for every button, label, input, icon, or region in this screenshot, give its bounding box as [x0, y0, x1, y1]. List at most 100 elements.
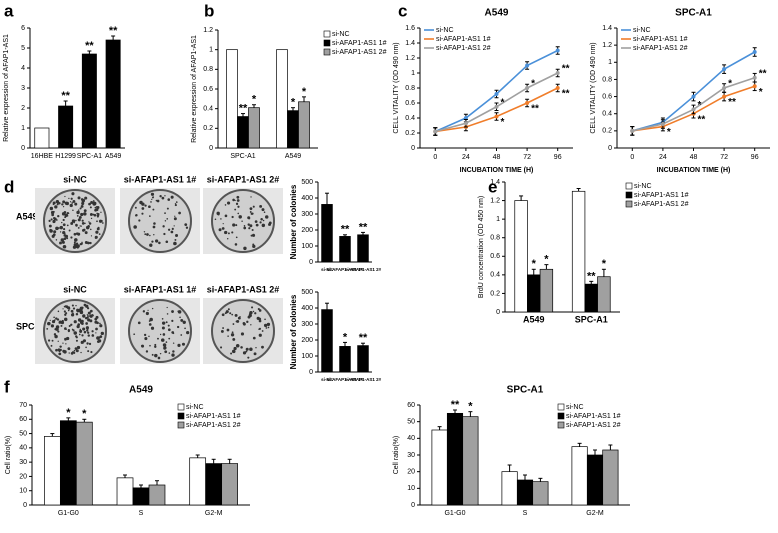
bar: [431, 429, 448, 506]
y-tick-label: 0.2: [602, 128, 612, 135]
y-tick-label: 0: [411, 502, 415, 509]
colony: [162, 333, 166, 336]
marker: [752, 50, 757, 54]
y-tick-label: 1: [496, 216, 500, 223]
colony: [241, 220, 243, 222]
colony: [96, 212, 98, 215]
y-tick-label: 0.6: [490, 253, 500, 260]
colony: [74, 238, 78, 242]
colony: [165, 240, 169, 244]
colony: [54, 334, 58, 339]
colony: [88, 342, 92, 346]
significance: *: [252, 94, 257, 106]
x-tick-label: 96: [554, 154, 562, 161]
bar: [539, 268, 554, 313]
colony: [248, 313, 252, 318]
colony: [155, 239, 159, 243]
marker: [722, 86, 727, 90]
legend-swatch: [557, 421, 565, 429]
colony: [152, 196, 155, 198]
colony: [144, 204, 147, 207]
significance: *: [728, 79, 732, 90]
x-tick-label: SPC-A1: [77, 153, 102, 160]
colony: [84, 231, 88, 235]
colony: [53, 216, 56, 220]
bar: [462, 416, 479, 506]
colony: [214, 218, 217, 221]
colony: [232, 337, 236, 341]
colony-plate: [211, 299, 275, 363]
x-tick-label: si-NC: [321, 267, 334, 272]
colony: [149, 215, 151, 217]
colony: [71, 304, 74, 307]
y-tick-label: 0.8: [203, 66, 213, 73]
colony: [51, 339, 54, 342]
marker: [494, 114, 499, 119]
colony: [226, 201, 231, 205]
colony: [138, 219, 141, 222]
significance: *: [302, 86, 307, 98]
colony: [67, 347, 71, 351]
column-label: si-NC: [63, 174, 87, 184]
colony: [247, 223, 250, 226]
colony: [60, 324, 63, 327]
y-tick-label: 0.2: [490, 290, 500, 297]
colony: [237, 316, 241, 320]
colony: [75, 219, 77, 222]
colony: [255, 347, 257, 349]
colony: [237, 205, 240, 208]
colony: [86, 241, 90, 245]
y-tick-label: 4: [21, 65, 25, 72]
colony: [87, 307, 90, 310]
bar: [321, 309, 333, 373]
legend-swatch: [625, 200, 633, 208]
panel-label: e: [488, 177, 497, 196]
legend-label: si-NC: [566, 404, 584, 411]
colony: [258, 333, 262, 337]
bar: [59, 420, 77, 506]
colony: [64, 233, 66, 235]
colony: [252, 233, 256, 237]
colony: [144, 233, 147, 236]
colony: [135, 214, 137, 217]
marker: [691, 107, 696, 112]
colony: [58, 227, 60, 229]
colony: [94, 235, 98, 239]
legend-swatch: [177, 412, 185, 420]
colony: [246, 320, 249, 323]
colony: [258, 317, 262, 321]
colony: [230, 333, 235, 337]
colony: [165, 321, 168, 324]
y-tick-label: 0.8: [405, 85, 415, 92]
colony: [166, 306, 168, 309]
y-tick-label: 1.2: [602, 42, 612, 49]
y-tick-label: 300: [301, 321, 313, 328]
colony: [184, 327, 186, 330]
colony: [55, 317, 58, 320]
x-tick-label: 72: [720, 154, 728, 161]
colony: [176, 325, 180, 329]
colony: [245, 347, 249, 351]
colony: [79, 330, 83, 333]
colony: [181, 342, 186, 346]
y-tick-label: 1: [21, 125, 25, 132]
colony: [254, 312, 257, 315]
colony: [253, 352, 257, 356]
colony: [49, 206, 54, 211]
bar: [571, 190, 586, 313]
legend-label: si-AFAP1-AS1 2#: [633, 45, 688, 52]
colony: [70, 236, 73, 239]
colony: [88, 222, 92, 225]
bar: [298, 101, 310, 149]
colony: [63, 310, 66, 313]
colony: [148, 323, 152, 326]
bar: [602, 449, 619, 506]
y-tick-label: 5: [21, 45, 25, 52]
colony: [222, 327, 225, 329]
bar: [339, 346, 351, 373]
colony: [81, 219, 84, 222]
significance: **: [85, 40, 94, 52]
colony: [251, 212, 254, 215]
y-tick-label: 0.8: [602, 76, 612, 83]
